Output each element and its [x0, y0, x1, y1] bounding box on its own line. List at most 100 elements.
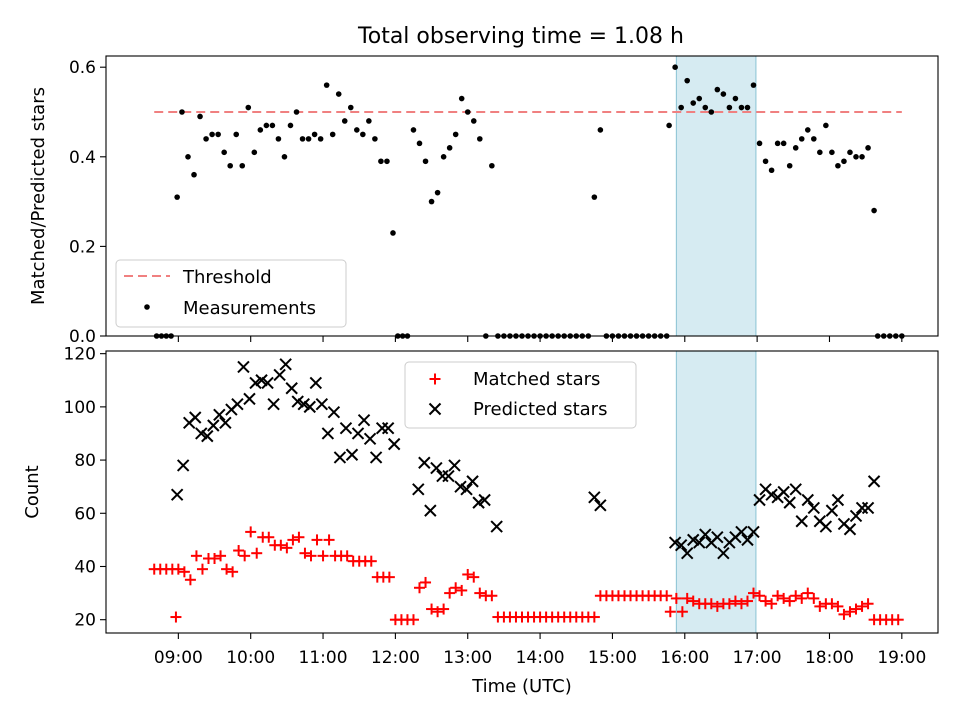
y-tick-label: 20	[74, 611, 96, 631]
measurement-point	[597, 127, 604, 133]
measurement-point	[446, 145, 453, 151]
measurement-point	[323, 82, 330, 88]
predicted-star-point	[267, 398, 280, 411]
measurement-point	[476, 136, 483, 142]
predicted-star-point	[843, 523, 857, 536]
measurement-point	[185, 154, 191, 160]
predicted-star-point	[460, 483, 473, 496]
matched-star-point	[275, 539, 287, 551]
measurement-point	[293, 109, 300, 115]
measurement-point	[440, 154, 447, 160]
predicted-star-point	[490, 520, 503, 533]
matched-star-point	[862, 598, 874, 610]
y-tick-label: 40	[74, 557, 96, 577]
matched-star-point	[486, 590, 498, 602]
bottom-axes-frame	[105, 350, 939, 634]
predicted-star-point	[207, 419, 220, 432]
matched-star-point	[450, 582, 462, 594]
measurement-point	[853, 154, 859, 160]
legend-label: Threshold	[182, 267, 272, 288]
measurement-point	[798, 136, 805, 142]
measurement-point	[768, 167, 775, 174]
y-tick-label: 100	[64, 398, 96, 418]
x-tick-label: 15:00	[588, 648, 637, 668]
predicted-star-point	[333, 451, 347, 464]
measurement-point	[422, 158, 429, 165]
predicted-star-point	[357, 413, 371, 427]
predicted-star-point	[588, 491, 601, 504]
measurement-point	[215, 131, 221, 138]
measurement-point	[428, 198, 435, 205]
matched-star-point	[790, 590, 802, 602]
predicted-star-point	[381, 421, 395, 435]
measurement-point	[865, 145, 871, 151]
predicted-star-point	[375, 421, 389, 435]
measurement-point	[335, 91, 342, 97]
predicted-star-point	[680, 546, 694, 560]
matched-star-point	[245, 526, 257, 538]
matched-star-point	[588, 611, 600, 623]
shaded-interval	[675, 350, 757, 634]
measurement-point	[378, 158, 384, 165]
matched-star-point	[850, 603, 862, 615]
predicted-star-point	[699, 528, 712, 541]
chart-title: Total observing time = 1.08 h	[357, 24, 684, 49]
predicted-star-point	[448, 459, 461, 472]
measurement-point	[726, 104, 733, 111]
legend-matched-swatch	[429, 373, 441, 385]
matched-star-point	[172, 563, 184, 575]
matched-star-point	[741, 595, 753, 607]
matched-star-point	[814, 600, 826, 612]
x-axis: 09:00 10:00 11:00 12:00 13:00 14:00 15:00 16:00…	[154, 633, 926, 668]
matched-star-point	[432, 606, 444, 618]
predicted-star-point	[741, 533, 754, 547]
matched-star-point	[796, 592, 808, 604]
predicted-star-point	[213, 408, 226, 422]
matched-star-point	[299, 547, 311, 559]
matched-star-point	[426, 603, 438, 615]
matched-star-point	[681, 592, 693, 604]
matched-star-point	[227, 566, 239, 578]
matched-star-point	[670, 592, 682, 604]
measurement-point	[720, 91, 727, 97]
matched-star-point	[456, 584, 468, 596]
measurement-point	[275, 136, 282, 142]
matched-star-point	[844, 606, 856, 618]
predicted-star-point	[412, 483, 425, 496]
x-tick-label: 19:00	[877, 648, 926, 668]
x-tick-label: 18:00	[805, 648, 854, 668]
measurement-point	[227, 162, 233, 169]
measurement-point	[281, 154, 288, 160]
matched-star-point	[233, 545, 245, 557]
predicted-star-point	[735, 525, 748, 539]
matched-star-point	[468, 571, 480, 583]
predicted-star-point	[309, 376, 323, 390]
matched-star-point	[826, 598, 838, 610]
measurement-point	[239, 162, 246, 169]
measurement-point	[714, 86, 721, 93]
measurement-point	[780, 140, 787, 147]
matched-star-point	[838, 608, 850, 620]
measurement-point	[678, 104, 684, 111]
measurement-point	[305, 136, 312, 142]
matched-star-point	[474, 587, 486, 599]
measurement-point	[317, 136, 324, 142]
predicted-star-point	[279, 358, 292, 371]
predicted-star-point	[867, 475, 881, 488]
predicted-star-point	[855, 501, 869, 515]
predicted-star-point	[783, 496, 796, 509]
predicted-star-point	[430, 461, 443, 475]
measurement-point	[390, 230, 396, 236]
legend-label: Matched stars	[473, 369, 600, 390]
predicted-star-point	[351, 427, 365, 440]
matched-star-point	[462, 568, 474, 580]
predicted-star-point	[369, 451, 383, 464]
matched-star-point	[723, 598, 735, 610]
measurement-point	[690, 100, 697, 106]
matched-star-point	[221, 563, 233, 575]
bottom-legend: Matched stars Predicted stars	[404, 361, 637, 429]
matched-star-point	[317, 550, 329, 562]
legend-label: Predicted stars	[473, 399, 607, 420]
predicted-star-point	[231, 398, 244, 411]
